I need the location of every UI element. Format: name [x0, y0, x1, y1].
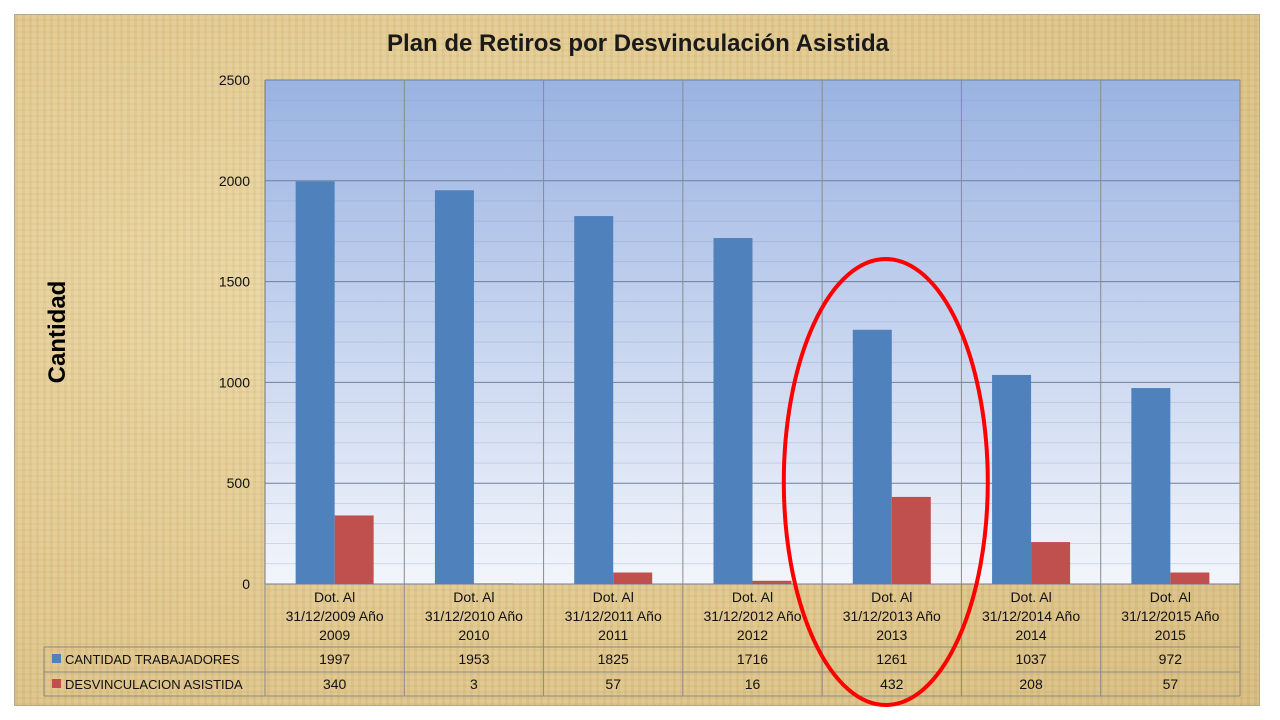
data-table-value: 208	[1019, 676, 1043, 692]
bar-cantidad-trabajadores	[992, 374, 1032, 584]
data-table-value: 57	[1163, 676, 1179, 692]
chart-title: Plan de Retiros por Desvinculación Asist…	[387, 30, 889, 57]
data-table-value: 1716	[737, 651, 768, 667]
y-tick-label: 1000	[219, 374, 250, 390]
data-table-value: 340	[323, 676, 347, 692]
bar-desvinculacion-asistida	[613, 572, 653, 584]
x-category-label: 2010	[458, 627, 489, 643]
x-category-label: 2009	[319, 627, 350, 643]
x-category-label: Dot. Al	[453, 589, 494, 605]
bar-cantidad-trabajadores	[295, 181, 335, 585]
data-table-value: 3	[470, 676, 478, 692]
legend-label: CANTIDAD TRABAJADORES	[65, 652, 240, 667]
y-tick-label: 2000	[219, 173, 250, 189]
legend-key-cantidad-trabajadores	[52, 654, 61, 663]
legend-label: DESVINCULACION ASISTIDA	[65, 677, 243, 692]
bar-cantidad-trabajadores	[713, 238, 753, 585]
bar-cantidad-trabajadores	[434, 190, 474, 584]
x-category-label: Dot. Al	[871, 589, 912, 605]
bar-desvinculacion-asistida	[1170, 572, 1210, 584]
x-category-label: 2013	[876, 627, 907, 643]
bar-cantidad-trabajadores	[574, 216, 614, 584]
data-table-value: 1825	[598, 651, 629, 667]
data-table-value: 57	[605, 676, 621, 692]
x-category-label: 31/12/2014 Año	[982, 608, 1080, 624]
data-table-value: 972	[1159, 651, 1183, 667]
y-tick-label: 2500	[219, 72, 250, 88]
x-category-label: 31/12/2010 Año	[425, 608, 523, 624]
x-category-label: 31/12/2009 Año	[286, 608, 384, 624]
y-tick-label: 500	[227, 475, 251, 491]
x-category-label: Dot. Al	[314, 589, 355, 605]
bar-desvinculacion-asistida	[752, 580, 792, 584]
data-table-value: 1997	[319, 651, 350, 667]
data-table-value: 1261	[876, 651, 907, 667]
y-tick-label: 0	[242, 576, 250, 592]
x-category-label: 2012	[737, 627, 768, 643]
data-table-value: 432	[880, 676, 904, 692]
x-category-label: 31/12/2012 Año	[703, 608, 801, 624]
data-table-value: 1953	[458, 651, 489, 667]
x-category-label: 31/12/2013 Año	[843, 608, 941, 624]
bar-cantidad-trabajadores	[852, 329, 892, 584]
x-category-label: Dot. Al	[1010, 589, 1051, 605]
x-category-label: 31/12/2011 Año	[565, 608, 662, 624]
x-category-label: Dot. Al	[593, 589, 634, 605]
bar-desvinculacion-asistida	[1031, 542, 1071, 584]
x-category-label: Dot. Al	[732, 589, 773, 605]
x-category-label: 2011	[598, 627, 628, 643]
data-table-value: 16	[745, 676, 761, 692]
bar-desvinculacion-asistida	[334, 515, 374, 584]
bar-cantidad-trabajadores	[1131, 388, 1171, 584]
y-tick-label: 1500	[219, 274, 250, 290]
legend-key-desvinculacion-asistida	[52, 679, 61, 688]
x-category-label: Dot. Al	[1150, 589, 1191, 605]
bar-desvinculacion-asistida	[891, 496, 931, 584]
x-category-label: 31/12/2015 Año	[1121, 608, 1219, 624]
data-table-value: 1037	[1015, 651, 1046, 667]
highlight-ellipse	[781, 257, 990, 707]
x-category-label: 2015	[1155, 627, 1186, 643]
bar-desvinculacion-asistida	[473, 583, 513, 584]
x-category-label: 2014	[1015, 627, 1046, 643]
